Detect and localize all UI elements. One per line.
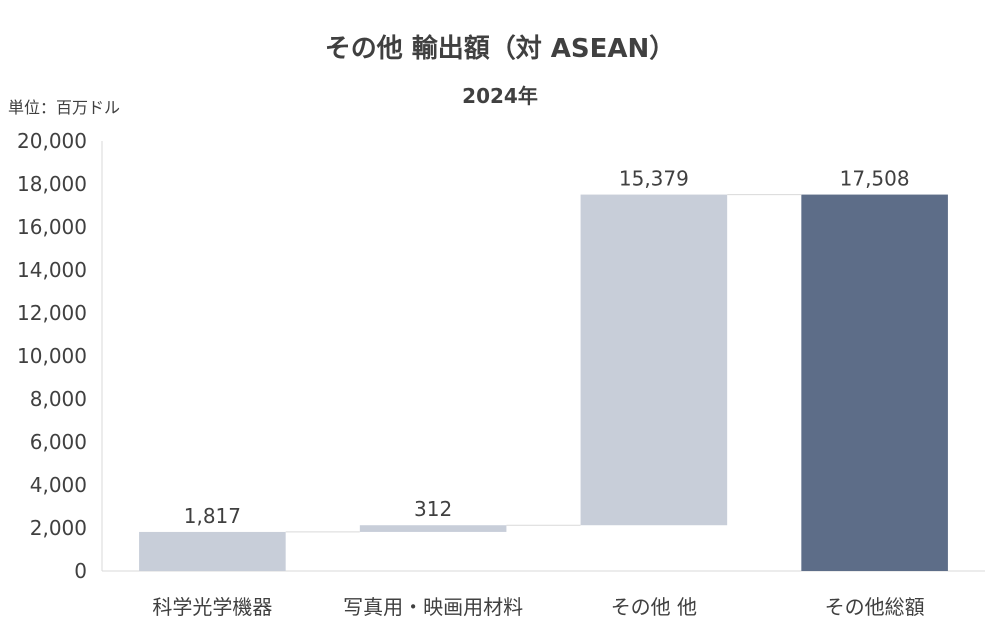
waterfall-bar: [801, 194, 948, 571]
data-label: 312: [414, 497, 452, 521]
y-tick-label: 14,000: [17, 258, 87, 282]
data-label: 17,508: [840, 167, 910, 191]
category-label: その他 他: [611, 595, 697, 619]
waterfall-bar: [139, 531, 286, 571]
y-tick-label: 4,000: [30, 473, 87, 497]
y-tick-label: 16,000: [17, 215, 87, 239]
category-label: その他総額: [825, 595, 925, 619]
chart-title: その他 輸出額（対 ASEAN）: [324, 34, 676, 64]
y-tick-label: 2,000: [30, 516, 87, 540]
chart-subtitle: 2024年: [462, 84, 538, 108]
y-tick-label: 12,000: [17, 301, 87, 325]
y-tick-label: 6,000: [30, 430, 87, 454]
y-tick-label: 10,000: [17, 344, 87, 368]
data-label: 1,817: [184, 504, 241, 528]
category-label: 科学光学機器: [152, 595, 272, 619]
category-label: 写真用・映画用材料: [343, 595, 523, 619]
y-tick-label: 8,000: [30, 387, 87, 411]
y-tick-label: 0: [74, 559, 87, 583]
waterfall-bar: [359, 525, 507, 532]
unit-label: 単位：百万ドル: [8, 98, 121, 117]
y-tick-label: 18,000: [17, 172, 87, 196]
y-tick-label: 20,000: [17, 129, 87, 153]
data-label: 15,379: [619, 167, 689, 191]
waterfall-bar: [580, 194, 728, 526]
